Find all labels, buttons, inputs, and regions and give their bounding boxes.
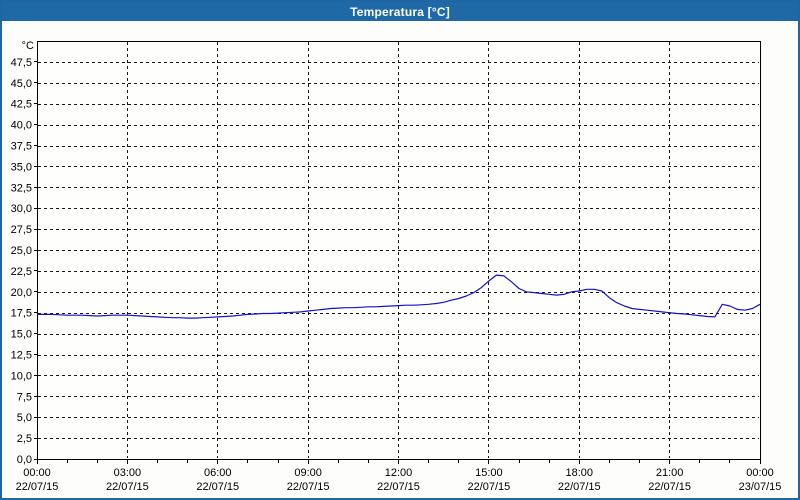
svg-text:22/07/15: 22/07/15 bbox=[106, 481, 149, 493]
svg-text:22/07/15: 22/07/15 bbox=[648, 481, 691, 493]
window-title: Temperatura [°C] bbox=[350, 4, 450, 19]
svg-text:22/07/15: 22/07/15 bbox=[287, 481, 330, 493]
svg-text:00:00: 00:00 bbox=[23, 467, 51, 479]
svg-text:35,0: 35,0 bbox=[11, 161, 32, 173]
svg-text:22/07/15: 22/07/15 bbox=[377, 481, 420, 493]
temperature-series-line bbox=[37, 274, 761, 319]
svg-text:25,0: 25,0 bbox=[11, 245, 32, 257]
svg-text:12,5: 12,5 bbox=[11, 350, 32, 362]
svg-text:17,5: 17,5 bbox=[11, 308, 32, 320]
svg-text:42,5: 42,5 bbox=[11, 99, 32, 111]
axis-ticks bbox=[34, 61, 761, 464]
svg-text:18:00: 18:00 bbox=[565, 467, 593, 479]
svg-text:0,0: 0,0 bbox=[17, 454, 32, 466]
svg-text:09:00: 09:00 bbox=[294, 467, 322, 479]
svg-text:22,5: 22,5 bbox=[11, 266, 32, 278]
svg-text:40,0: 40,0 bbox=[11, 120, 32, 132]
svg-text:37,5: 37,5 bbox=[11, 141, 32, 153]
svg-text:5,0: 5,0 bbox=[17, 412, 32, 424]
svg-text:45,0: 45,0 bbox=[11, 78, 32, 90]
svg-text:27,5: 27,5 bbox=[11, 224, 32, 236]
title-bar: Temperatura [°C] bbox=[2, 2, 798, 21]
svg-text:15,0: 15,0 bbox=[11, 329, 32, 341]
svg-text:22/07/15: 22/07/15 bbox=[558, 481, 601, 493]
svg-text:15:00: 15:00 bbox=[475, 467, 503, 479]
svg-text:47,5: 47,5 bbox=[11, 57, 32, 69]
svg-text:12:00: 12:00 bbox=[385, 467, 413, 479]
svg-text:23/07/15: 23/07/15 bbox=[739, 481, 782, 493]
y-axis-unit-label: °C bbox=[22, 40, 34, 52]
svg-text:30,0: 30,0 bbox=[11, 203, 32, 215]
svg-text:03:00: 03:00 bbox=[114, 467, 142, 479]
svg-text:32,5: 32,5 bbox=[11, 182, 32, 194]
svg-text:22/07/15: 22/07/15 bbox=[196, 481, 239, 493]
svg-text:21:00: 21:00 bbox=[656, 467, 684, 479]
temperature-chart: 0,0 2,5 5,0 7,5 10,0 12,5 15,0 17,5 20,0 22,5 25,0… bbox=[11, 40, 782, 493]
plot-border bbox=[37, 41, 761, 460]
svg-text:00:00: 00:00 bbox=[746, 467, 774, 479]
y-axis-labels: 0,0 2,5 5,0 7,5 10,0 12,5 15,0 17,5 20,0 22,5 25,0… bbox=[11, 40, 34, 466]
svg-text:10,0: 10,0 bbox=[11, 370, 32, 382]
chart-area: 0,0 2,5 5,0 7,5 10,0 12,5 15,0 17,5 20,0 22,5 25,0… bbox=[2, 21, 798, 498]
svg-text:2,5: 2,5 bbox=[17, 433, 32, 445]
svg-text:22/07/15: 22/07/15 bbox=[467, 481, 510, 493]
svg-text:7,5: 7,5 bbox=[17, 391, 32, 403]
svg-text:20,0: 20,0 bbox=[11, 287, 32, 299]
gridlines bbox=[38, 42, 759, 458]
svg-text:06:00: 06:00 bbox=[204, 467, 232, 479]
x-axis-labels: 00:00 22/07/15 03:00 22/07/15 06:00 22/07/15 0… bbox=[16, 467, 782, 493]
svg-text:22/07/15: 22/07/15 bbox=[16, 481, 59, 493]
